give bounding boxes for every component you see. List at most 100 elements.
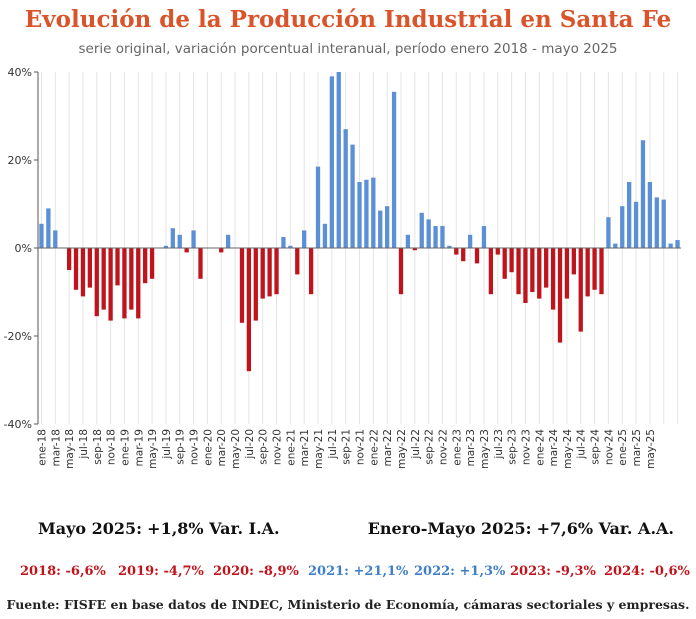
bar <box>149 248 155 279</box>
x-tick-label: sep-20 <box>258 429 270 465</box>
annual-variation-item: 2023: -9,3% <box>510 564 596 579</box>
x-tick-label: sep-18 <box>92 429 104 465</box>
bar <box>87 248 92 288</box>
x-tick-label: jul-21 <box>327 429 339 460</box>
x-tick-label: ene-18 <box>36 429 48 466</box>
bar <box>198 248 203 279</box>
bar <box>391 91 397 248</box>
bar <box>343 129 348 248</box>
x-tick-label: mar-20 <box>216 429 228 466</box>
bar <box>302 230 307 248</box>
y-tick-label: 40% <box>8 66 32 79</box>
bar <box>288 245 293 248</box>
bar <box>336 72 341 248</box>
bar <box>364 179 369 248</box>
x-tick-label: nov-22 <box>437 429 449 465</box>
bar <box>495 248 500 255</box>
annual-variation-item: 2021: +21,1% <box>308 564 409 579</box>
bar <box>640 140 646 248</box>
x-tick-label: ene-19 <box>119 429 131 466</box>
bar <box>433 226 438 248</box>
x-tick-label: mar-19 <box>133 429 145 466</box>
bar <box>80 248 86 297</box>
bar-chart: -40%-20%0%20%40% ene-18 mar-18 may-18 jul-1… <box>4 66 681 469</box>
bar <box>537 248 542 299</box>
bar <box>474 248 480 264</box>
bar <box>564 248 570 299</box>
source-note: Fuente: FISFE en base datos de INDEC, Mi… <box>6 597 690 612</box>
bar <box>163 245 169 248</box>
x-tick-label: may-18 <box>64 429 76 469</box>
bar <box>620 206 625 248</box>
summary-monthly: Mayo 2025: +1,8% Var. I.A. <box>38 519 280 538</box>
x-tick-label: mar-21 <box>299 429 311 466</box>
x-tick-label: may-21 <box>313 429 325 469</box>
x-tick-label: mar-22 <box>382 429 394 466</box>
bar <box>253 248 258 321</box>
bar <box>398 248 404 295</box>
x-tick-label: jul-22 <box>410 429 422 460</box>
x-tick-label: mar-23 <box>465 429 477 466</box>
x-tick-label: nov-20 <box>272 429 284 465</box>
bar <box>308 248 314 295</box>
bar <box>550 248 556 310</box>
y-tick-label: -40% <box>4 418 32 431</box>
bar <box>668 243 673 248</box>
summary-cumulative-value: +7,6% Var. A.A. <box>536 519 674 538</box>
bar <box>295 248 300 275</box>
summary-cumulative: Enero-Mayo 2025: +7,6% Var. A.A. <box>368 519 674 538</box>
bar <box>184 248 189 253</box>
x-tick-label: may-20 <box>230 429 242 469</box>
bar <box>481 226 487 248</box>
bar <box>419 212 424 248</box>
bar <box>177 234 182 248</box>
x-tick-label: jul-18 <box>78 429 90 460</box>
x-tick-label: ene-23 <box>451 429 463 466</box>
x-tick-label: ene-20 <box>202 429 214 466</box>
x-tick-label: may-25 <box>645 429 657 469</box>
bar <box>329 76 334 249</box>
bar <box>557 248 563 343</box>
x-tick-label: mar-24 <box>548 429 560 467</box>
bar <box>675 240 680 248</box>
bar <box>509 248 514 273</box>
bar <box>129 248 134 310</box>
y-tick-label: -20% <box>4 330 32 343</box>
bar <box>101 248 106 310</box>
x-tick-labels: ene-18 mar-18 may-18 jul-18 sep-18 nov-18 ene-… <box>36 429 656 469</box>
annual-variation-item: 2024: -0,6% <box>604 564 690 579</box>
chart-title: Evolución de la Producción Industrial en… <box>24 6 672 33</box>
x-tick-label: may-24 <box>562 429 574 469</box>
annual-variation-item: 2020: -8,9% <box>213 564 299 579</box>
bar <box>315 166 321 248</box>
x-tick-label: ene-22 <box>368 429 380 466</box>
x-tick-label: nov-19 <box>189 429 201 465</box>
bar <box>73 248 79 290</box>
bar <box>627 182 632 248</box>
bar <box>66 248 72 270</box>
bar <box>488 248 494 295</box>
bar <box>606 217 611 248</box>
x-tick-label: may-23 <box>479 429 491 469</box>
bar <box>274 248 279 295</box>
bar <box>544 248 549 288</box>
bar <box>191 230 196 248</box>
y-tick-label: 0% <box>15 242 32 255</box>
bar <box>115 248 120 286</box>
bar <box>170 228 175 248</box>
bar <box>647 182 653 248</box>
annual-variation-item: 2019: -4,7% <box>118 564 204 579</box>
bar <box>53 230 58 248</box>
bar <box>426 219 431 248</box>
x-tick-label: sep-21 <box>341 429 353 465</box>
bar <box>322 223 328 248</box>
x-tick-label: jul-19 <box>161 429 173 460</box>
x-tick-label: jul-23 <box>493 429 505 460</box>
bar <box>661 199 666 248</box>
bar <box>281 237 286 248</box>
x-tick-label: mar-25 <box>631 429 643 466</box>
bar <box>108 248 113 321</box>
bar <box>94 248 99 317</box>
bar <box>461 248 466 262</box>
bar <box>571 248 576 275</box>
